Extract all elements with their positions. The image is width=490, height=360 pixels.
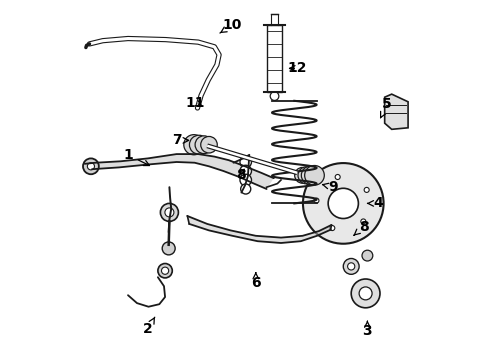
Text: 1: 1 <box>123 148 149 166</box>
Circle shape <box>298 167 315 184</box>
Polygon shape <box>187 216 331 243</box>
Text: 4: 4 <box>368 197 383 210</box>
Circle shape <box>364 188 369 193</box>
Circle shape <box>162 242 175 255</box>
Circle shape <box>270 92 279 100</box>
Text: 12: 12 <box>288 62 307 75</box>
Circle shape <box>165 208 174 217</box>
Text: 6: 6 <box>251 273 261 289</box>
Circle shape <box>335 175 340 180</box>
Circle shape <box>314 198 319 203</box>
Circle shape <box>362 250 373 261</box>
Circle shape <box>184 135 204 155</box>
Circle shape <box>195 136 213 154</box>
Text: 9: 9 <box>322 180 338 194</box>
Circle shape <box>301 166 319 185</box>
Text: 7: 7 <box>172 134 189 147</box>
Circle shape <box>359 287 372 300</box>
Text: 5: 5 <box>381 98 392 118</box>
Circle shape <box>303 163 384 244</box>
Circle shape <box>351 279 380 308</box>
Circle shape <box>87 163 95 170</box>
Circle shape <box>328 188 358 219</box>
Circle shape <box>190 135 208 154</box>
Text: 10: 10 <box>220 18 242 33</box>
Circle shape <box>162 267 169 274</box>
Circle shape <box>241 184 251 194</box>
Circle shape <box>240 174 251 186</box>
Text: 2: 2 <box>143 317 155 336</box>
Circle shape <box>83 158 99 174</box>
Circle shape <box>343 258 359 274</box>
Circle shape <box>361 219 366 224</box>
Circle shape <box>201 136 217 153</box>
Text: 11: 11 <box>186 96 205 109</box>
Circle shape <box>240 156 251 168</box>
Text: 3: 3 <box>363 321 372 338</box>
Circle shape <box>305 166 324 185</box>
Polygon shape <box>85 154 274 189</box>
Circle shape <box>347 263 355 270</box>
Circle shape <box>158 264 172 278</box>
Circle shape <box>240 165 251 177</box>
Circle shape <box>160 203 178 221</box>
Circle shape <box>330 226 335 231</box>
Text: 8: 8 <box>354 220 368 235</box>
Text: 8: 8 <box>237 168 246 181</box>
Circle shape <box>294 167 311 183</box>
Polygon shape <box>385 94 408 129</box>
Bar <box>267 25 282 92</box>
